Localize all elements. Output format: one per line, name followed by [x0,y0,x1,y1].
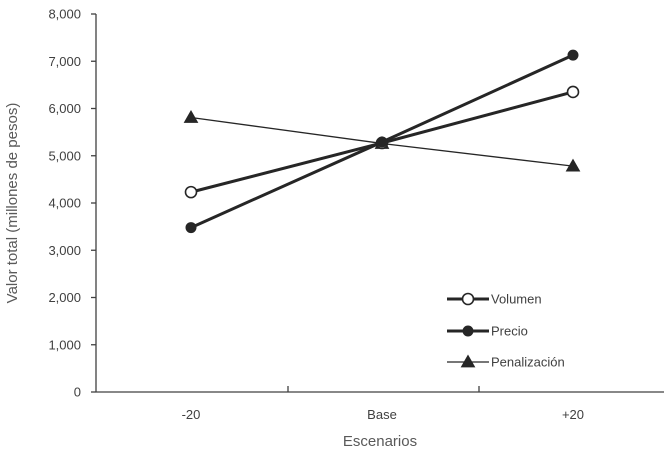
y-tick-label: 6,000 [48,101,81,116]
y-axis-title: Valor total (millones de pesos) [4,103,21,304]
legend-marker [461,292,475,306]
legend-marker [462,325,474,337]
data-point [566,85,580,99]
data-point [184,185,198,199]
y-tick-label: 1,000 [48,337,81,352]
x-tick-label: -20 [182,407,201,422]
x-axis: -20 Base +20 [96,386,664,422]
legend-marker [460,354,476,368]
x-axis-title: Escenarios [343,433,417,450]
data-point [565,158,581,172]
series-markers [183,49,581,234]
legend-label: Precio [491,324,528,339]
legend: Volumen Precio Penalización [447,292,565,370]
y-tick-label: 7,000 [48,54,81,69]
y-tick-label: 0 [74,385,81,400]
y-axis: 0 1,000 2,000 3,000 4,000 5,000 6,000 7,000 8,00… [48,7,97,400]
y-tick-label: 4,000 [48,196,81,211]
y-tick-label: 8,000 [48,7,81,22]
data-point [183,109,199,123]
y-tick-label: 2,000 [48,290,81,305]
y-tick-label: 3,000 [48,243,81,258]
data-point [376,136,388,148]
legend-label: Penalización [491,355,565,370]
y-tick-label: 5,000 [48,148,81,163]
data-point [185,222,197,234]
data-point [567,49,579,61]
x-tick-label: +20 [562,407,584,422]
legend-label: Volumen [491,292,542,307]
x-tick-label: Base [367,407,397,422]
